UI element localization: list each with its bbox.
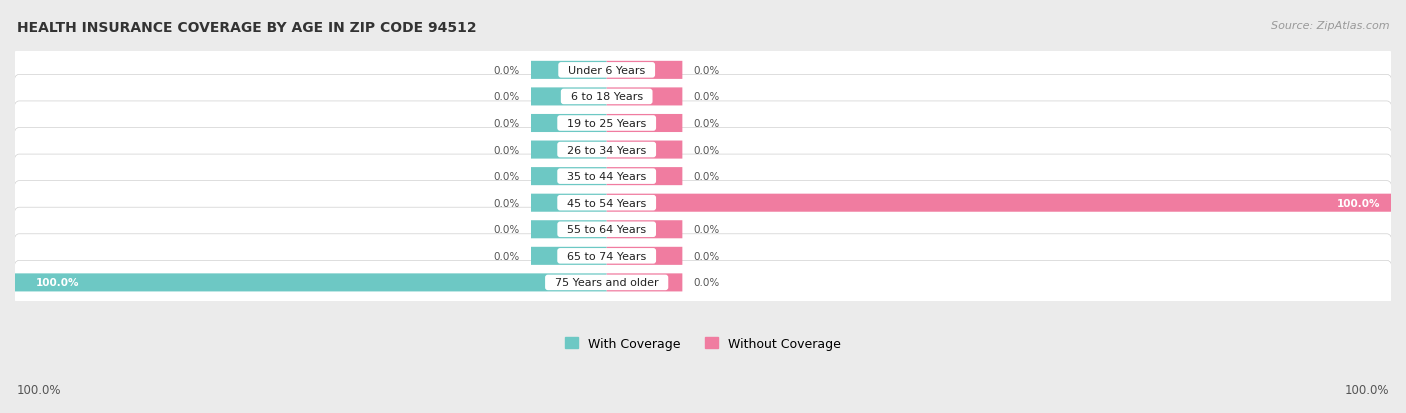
Text: 100.0%: 100.0% (1344, 384, 1389, 396)
Text: 0.0%: 0.0% (494, 225, 520, 235)
Text: HEALTH INSURANCE COVERAGE BY AGE IN ZIP CODE 94512: HEALTH INSURANCE COVERAGE BY AGE IN ZIP … (17, 21, 477, 35)
Text: Under 6 Years: Under 6 Years (561, 66, 652, 76)
Text: 0.0%: 0.0% (693, 119, 720, 129)
Text: 0.0%: 0.0% (693, 172, 720, 182)
FancyBboxPatch shape (606, 115, 682, 133)
FancyBboxPatch shape (14, 49, 1392, 93)
Text: 26 to 34 Years: 26 to 34 Years (560, 145, 654, 155)
FancyBboxPatch shape (606, 62, 682, 80)
Text: 45 to 54 Years: 45 to 54 Years (560, 198, 654, 208)
Text: 0.0%: 0.0% (494, 198, 520, 208)
Text: 0.0%: 0.0% (494, 66, 520, 76)
FancyBboxPatch shape (14, 208, 1392, 252)
Text: 0.0%: 0.0% (693, 278, 720, 288)
Text: 0.0%: 0.0% (693, 225, 720, 235)
FancyBboxPatch shape (606, 247, 682, 265)
FancyBboxPatch shape (14, 181, 1392, 225)
FancyBboxPatch shape (15, 274, 606, 292)
FancyBboxPatch shape (14, 234, 1392, 278)
FancyBboxPatch shape (14, 102, 1392, 146)
FancyBboxPatch shape (531, 247, 606, 265)
FancyBboxPatch shape (14, 75, 1392, 119)
FancyBboxPatch shape (14, 261, 1392, 305)
FancyBboxPatch shape (531, 115, 606, 133)
FancyBboxPatch shape (531, 168, 606, 186)
Text: 55 to 64 Years: 55 to 64 Years (560, 225, 654, 235)
Text: 0.0%: 0.0% (494, 251, 520, 261)
FancyBboxPatch shape (531, 88, 606, 106)
FancyBboxPatch shape (606, 168, 682, 186)
Text: 75 Years and older: 75 Years and older (548, 278, 665, 288)
FancyBboxPatch shape (606, 221, 682, 239)
FancyBboxPatch shape (531, 194, 606, 212)
Text: 0.0%: 0.0% (494, 145, 520, 155)
Text: 100.0%: 100.0% (17, 384, 62, 396)
Text: 6 to 18 Years: 6 to 18 Years (564, 92, 650, 102)
Text: Source: ZipAtlas.com: Source: ZipAtlas.com (1271, 21, 1389, 31)
Text: 0.0%: 0.0% (494, 119, 520, 129)
FancyBboxPatch shape (606, 141, 682, 159)
FancyBboxPatch shape (606, 274, 682, 292)
Text: 0.0%: 0.0% (693, 145, 720, 155)
Text: 0.0%: 0.0% (494, 92, 520, 102)
Text: 0.0%: 0.0% (693, 92, 720, 102)
FancyBboxPatch shape (606, 194, 1391, 212)
Text: 100.0%: 100.0% (35, 278, 79, 288)
FancyBboxPatch shape (14, 128, 1392, 172)
FancyBboxPatch shape (531, 221, 606, 239)
Text: 100.0%: 100.0% (1337, 198, 1381, 208)
FancyBboxPatch shape (606, 88, 682, 106)
FancyBboxPatch shape (14, 155, 1392, 199)
Text: 0.0%: 0.0% (693, 66, 720, 76)
Text: 35 to 44 Years: 35 to 44 Years (560, 172, 654, 182)
Text: 0.0%: 0.0% (494, 172, 520, 182)
Text: 65 to 74 Years: 65 to 74 Years (560, 251, 654, 261)
Text: 19 to 25 Years: 19 to 25 Years (560, 119, 654, 129)
Legend: With Coverage, Without Coverage: With Coverage, Without Coverage (565, 337, 841, 350)
FancyBboxPatch shape (531, 141, 606, 159)
Text: 0.0%: 0.0% (693, 251, 720, 261)
FancyBboxPatch shape (531, 62, 606, 80)
